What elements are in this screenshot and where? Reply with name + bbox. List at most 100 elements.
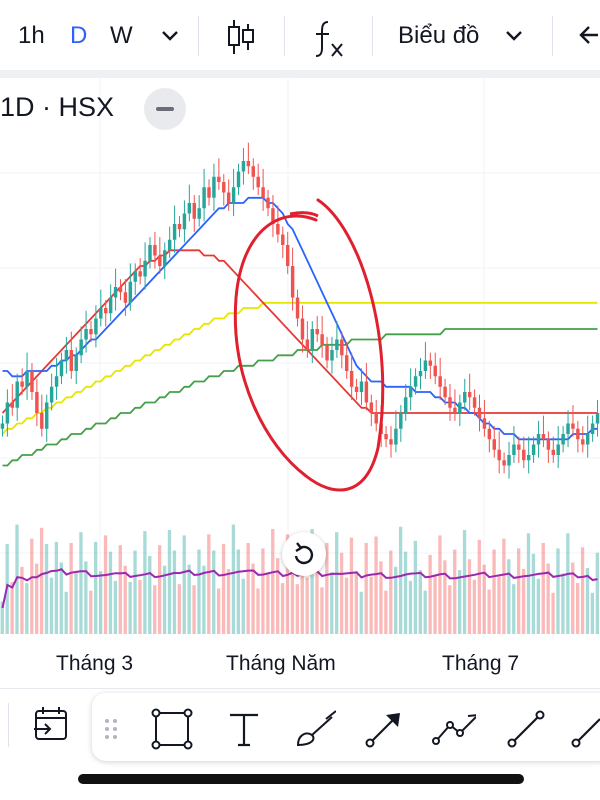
candle-body [384,434,388,440]
chevron-down-icon[interactable] [160,26,180,70]
candle-body [153,245,157,256]
volume-bar [300,544,304,634]
volume-bar [226,569,231,634]
candle-body [69,350,74,371]
candle-body [84,329,88,340]
volume-bar [39,527,44,634]
candle-body [54,376,59,387]
volume-bar [438,535,442,634]
candle-body [354,386,359,392]
volume-bar [428,554,432,634]
volume-bar [571,562,575,634]
candle-body [261,187,265,198]
volume-bar [566,533,570,634]
volume-bar [207,534,211,634]
candle-body [35,392,39,413]
candle-body [315,329,319,335]
volume-bar [94,541,98,634]
volume-bar [162,565,167,634]
candle-body [551,449,555,455]
volume-bar [423,590,427,634]
chart-area[interactable] [0,78,600,638]
chart-type-menu[interactable]: Biểu đồ [398,22,480,49]
volume-bar [10,582,14,634]
reset-chart-button[interactable] [282,532,326,576]
candle-body [74,355,78,371]
candle-body [207,187,211,198]
interval-1h-button[interactable]: 1h [18,22,45,49]
candle-body [187,203,192,214]
volume-bar [344,577,349,634]
candle-body [295,297,300,319]
volume-bar [354,571,359,634]
volume-bar [580,547,585,634]
candle-body [217,176,221,182]
price-chart[interactable] [0,78,600,638]
volume-bar [0,601,4,634]
candle-body [340,339,344,356]
candle-body [487,428,492,440]
candle-body [113,287,118,298]
volume-bar [521,569,526,634]
volume-bar [256,588,260,634]
volume-bar [418,570,422,634]
trend-line-tool-icon[interactable] [504,707,548,751]
candle-body [546,439,551,450]
function-fx-icon[interactable] [312,18,348,62]
volume-bar [89,590,93,634]
candle-body [231,187,236,203]
candle-body [438,376,442,387]
volume-bar [335,532,339,634]
candle-body [566,423,570,434]
volume-bar [187,564,191,634]
volume-bar [59,562,63,634]
volume-bar [507,559,511,634]
candle-body [581,439,585,445]
volume-bar [389,550,393,634]
ma-blue-line [2,196,598,441]
calendar-range-icon[interactable] [32,705,72,745]
drag-dots-icon[interactable] [100,707,144,751]
volume-bar [69,543,73,634]
brush-tool-icon[interactable] [292,707,336,751]
interval-d-button[interactable]: D [70,22,88,49]
candle-body [526,455,531,461]
volume-bar [359,591,363,634]
candlestick-icon[interactable] [226,18,256,62]
volume-bar [330,572,334,634]
candle-body [241,161,246,172]
arrow-tool-icon[interactable] [362,707,406,751]
candle-body [79,339,83,356]
candle-body [512,444,516,455]
candle-body [128,281,133,303]
rectangle-tool-icon[interactable] [150,707,194,751]
volume-bar [251,563,255,634]
volume-bar [128,582,132,634]
candle-body [226,192,231,203]
text-tool-icon[interactable] [222,707,266,751]
collapse-legend-button[interactable] [144,88,186,130]
trend-line-tool-icon[interactable] [570,707,600,751]
candle-body [369,402,374,413]
volume-bar [556,548,560,634]
candle-body [522,449,526,461]
candle-body [467,392,472,398]
candle-body [492,439,496,450]
annotation-circle [233,198,385,492]
volume-bar [561,573,565,634]
candle-body [531,444,536,455]
volume-bar [216,588,221,634]
path-tool-icon[interactable] [432,707,476,751]
candle-body [266,197,270,209]
volume-bar [202,565,206,634]
chevron-down-icon[interactable] [504,26,524,70]
volume-bar [502,538,506,634]
interval-w-button[interactable]: W [110,22,133,49]
candle-body [571,423,575,429]
candle-body [330,350,334,361]
candle-body [222,182,226,193]
candle-body [212,176,216,198]
volume-bar [148,556,152,634]
arrow-left-icon[interactable] [578,24,600,68]
volume-bar [398,526,403,634]
